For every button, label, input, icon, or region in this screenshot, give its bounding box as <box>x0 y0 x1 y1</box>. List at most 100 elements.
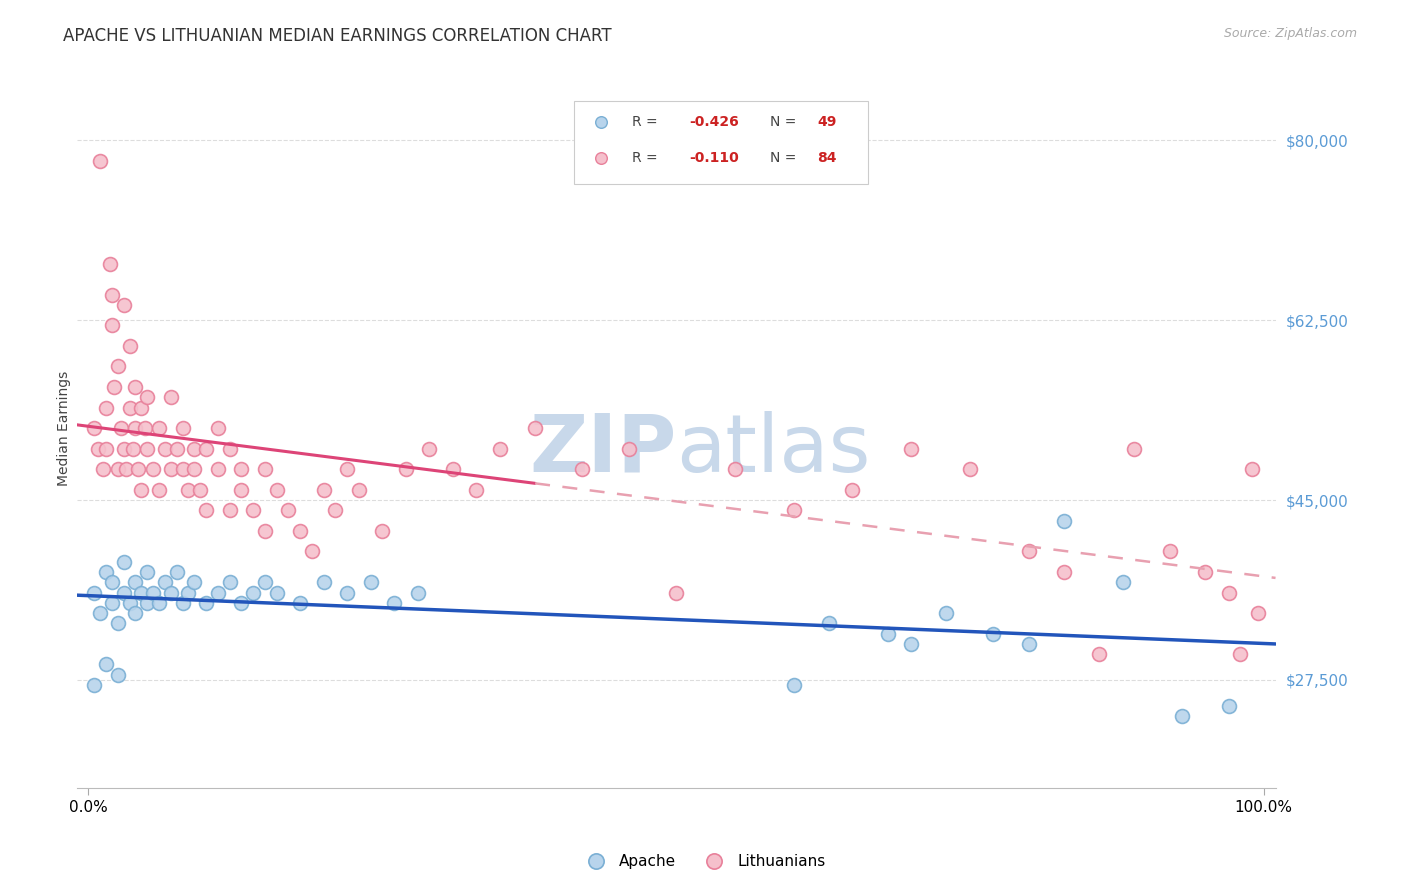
Point <box>195 503 218 517</box>
Point <box>112 585 135 599</box>
Point <box>818 616 841 631</box>
Point <box>153 575 176 590</box>
Point <box>159 585 181 599</box>
Point <box>266 483 288 497</box>
Point <box>131 585 153 599</box>
Point <box>98 257 121 271</box>
Point <box>166 442 188 456</box>
FancyBboxPatch shape <box>574 101 868 184</box>
Point <box>782 678 804 692</box>
Point <box>1088 647 1111 661</box>
Text: ZIP: ZIP <box>529 410 676 489</box>
Point <box>134 421 156 435</box>
Point <box>107 359 129 374</box>
Point <box>101 318 124 333</box>
Text: R =: R = <box>631 152 666 165</box>
Point <box>1123 442 1146 456</box>
Point <box>395 462 418 476</box>
Point <box>218 442 240 456</box>
Point <box>242 585 264 599</box>
Point <box>101 287 124 301</box>
Point <box>1112 575 1135 590</box>
Point <box>136 390 159 404</box>
Point <box>288 524 311 538</box>
Point <box>124 421 146 435</box>
Point <box>1240 462 1263 476</box>
Point <box>935 606 957 620</box>
Legend: Apache, Lithuanians: Apache, Lithuanians <box>575 848 831 875</box>
Text: 49: 49 <box>818 115 837 129</box>
Point <box>571 462 593 476</box>
Point <box>418 442 440 456</box>
Point <box>1053 514 1076 528</box>
Text: Source: ZipAtlas.com: Source: ZipAtlas.com <box>1223 27 1357 40</box>
Point <box>382 596 405 610</box>
Text: N =: N = <box>769 115 800 129</box>
Point <box>136 565 159 579</box>
Point <box>524 421 547 435</box>
Point <box>112 298 135 312</box>
Point <box>89 606 111 620</box>
Point <box>101 596 124 610</box>
Point <box>983 626 1005 640</box>
Point <box>124 380 146 394</box>
Point <box>131 401 153 415</box>
Point <box>115 462 138 476</box>
Point <box>1170 709 1192 723</box>
Point <box>1018 544 1040 558</box>
Point <box>166 565 188 579</box>
Point <box>91 462 114 476</box>
Y-axis label: Median Earnings: Median Earnings <box>58 370 72 486</box>
Point <box>218 575 240 590</box>
Point <box>266 585 288 599</box>
Point <box>231 462 253 476</box>
Point <box>172 462 194 476</box>
Point <box>159 462 181 476</box>
Point <box>489 442 512 456</box>
Point <box>231 596 253 610</box>
Point <box>148 596 170 610</box>
Point <box>177 585 200 599</box>
Text: APACHE VS LITHUANIAN MEDIAN EARNINGS CORRELATION CHART: APACHE VS LITHUANIAN MEDIAN EARNINGS COR… <box>63 27 612 45</box>
Point <box>124 606 146 620</box>
Point <box>94 565 117 579</box>
Point <box>188 483 211 497</box>
Point <box>110 421 132 435</box>
Point <box>136 442 159 456</box>
Point <box>118 596 141 610</box>
Point <box>195 442 218 456</box>
Point <box>172 596 194 610</box>
Point <box>1218 698 1240 713</box>
Point <box>1229 647 1251 661</box>
Point <box>312 483 335 497</box>
Point <box>131 483 153 497</box>
Text: R =: R = <box>631 115 662 129</box>
Point <box>465 483 488 497</box>
Point <box>112 555 135 569</box>
Point <box>1053 565 1076 579</box>
Point <box>89 153 111 168</box>
Text: -0.426: -0.426 <box>689 115 740 129</box>
Point <box>87 442 110 456</box>
Point <box>406 585 429 599</box>
Text: atlas: atlas <box>676 410 870 489</box>
Point <box>148 483 170 497</box>
Point <box>172 421 194 435</box>
Point <box>148 421 170 435</box>
Point <box>83 678 105 692</box>
Point <box>124 575 146 590</box>
Point <box>1159 544 1181 558</box>
Point <box>371 524 394 538</box>
Point <box>94 442 117 456</box>
Point <box>360 575 382 590</box>
Point <box>112 442 135 456</box>
Point <box>959 462 981 476</box>
Point <box>782 503 804 517</box>
Point <box>195 596 218 610</box>
Point <box>107 616 129 631</box>
Point <box>253 575 276 590</box>
Point <box>118 339 141 353</box>
Point <box>83 585 105 599</box>
Point <box>841 483 863 497</box>
Point <box>207 462 229 476</box>
